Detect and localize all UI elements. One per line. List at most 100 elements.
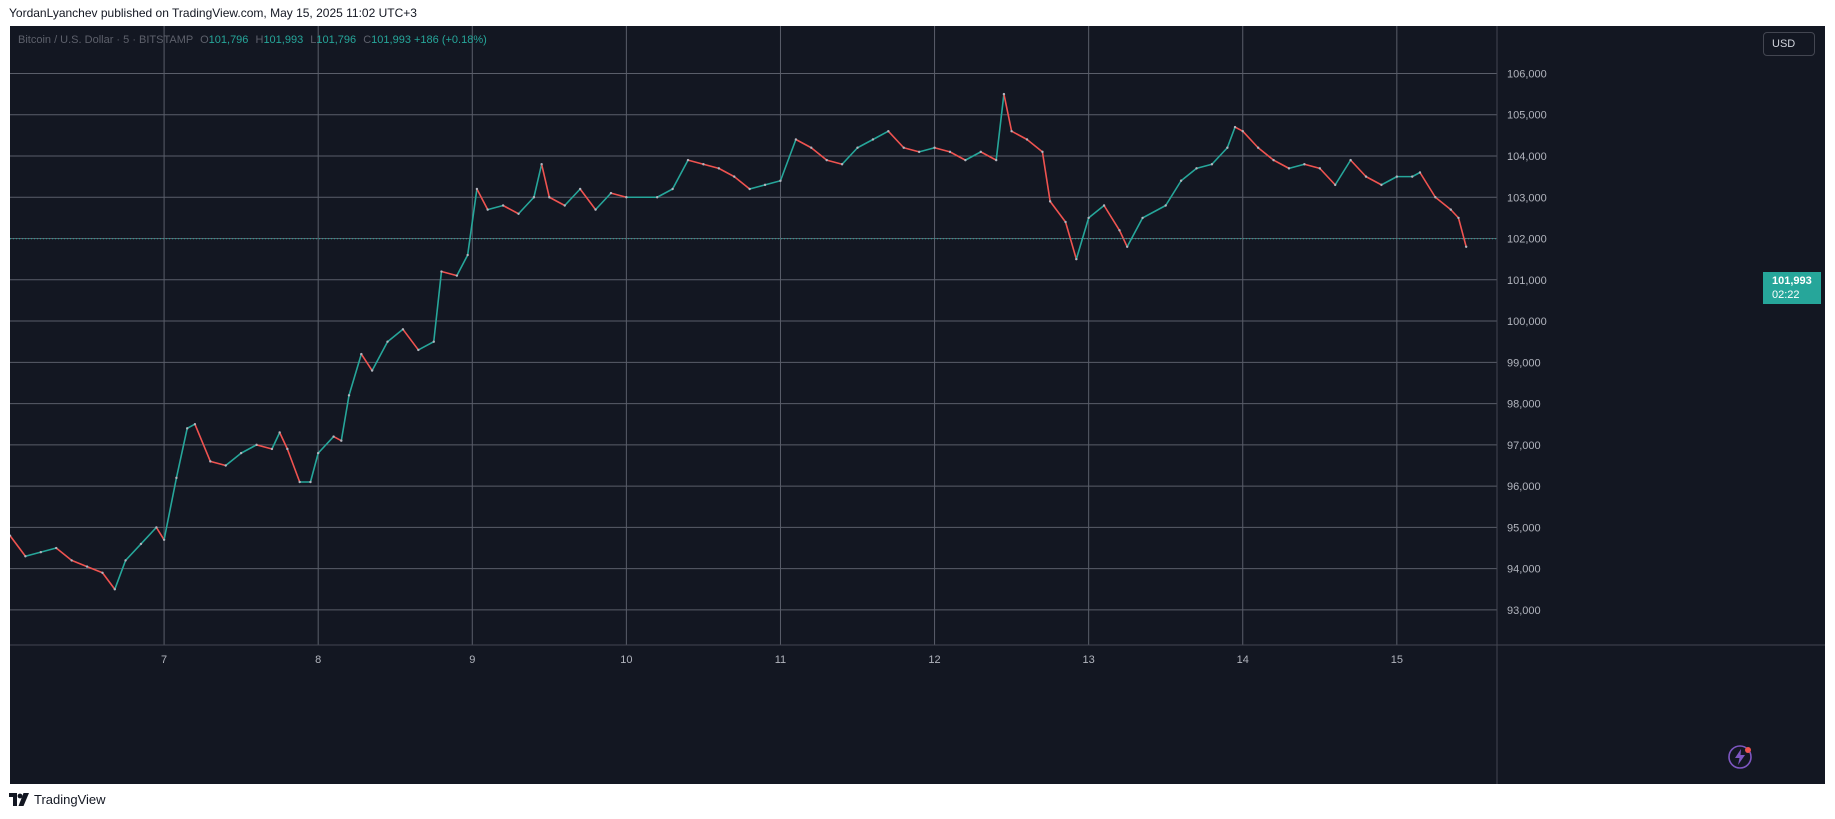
footer-brand[interactable]: TradingView bbox=[34, 792, 106, 807]
price-point bbox=[162, 538, 166, 541]
price-point bbox=[1118, 229, 1121, 232]
price-segment bbox=[579, 188, 597, 211]
y-tick-label: 98,000 bbox=[1507, 399, 1541, 411]
price-point bbox=[748, 187, 751, 191]
price-segment bbox=[1449, 208, 1460, 219]
price-segment bbox=[1303, 163, 1321, 170]
price-segment bbox=[1241, 130, 1259, 149]
legend-open-value: 101,796 bbox=[208, 34, 249, 46]
price-point bbox=[1411, 175, 1414, 178]
price-segment bbox=[101, 571, 116, 591]
price-point bbox=[224, 464, 227, 467]
price-point bbox=[578, 187, 582, 191]
price-point bbox=[124, 559, 127, 562]
tradingview-logo-icon[interactable] bbox=[9, 792, 29, 807]
price-segment bbox=[718, 167, 736, 178]
price-point bbox=[840, 163, 844, 166]
price-point bbox=[1272, 158, 1275, 162]
price-point bbox=[432, 340, 435, 343]
price-point bbox=[309, 480, 312, 484]
price-segment bbox=[417, 340, 435, 351]
price-segment bbox=[55, 547, 73, 562]
price-point bbox=[239, 451, 243, 455]
price-segment bbox=[1272, 159, 1290, 170]
price-segment bbox=[779, 138, 797, 182]
price-point bbox=[871, 138, 875, 141]
price-segment bbox=[240, 444, 258, 454]
price-point bbox=[1226, 146, 1229, 149]
price-segment bbox=[163, 477, 178, 541]
price-point bbox=[794, 138, 798, 141]
price-point bbox=[1087, 216, 1090, 220]
price-segment bbox=[540, 163, 551, 199]
price-point bbox=[1010, 130, 1013, 133]
price-point bbox=[501, 204, 505, 207]
price-point bbox=[887, 130, 890, 133]
price-point bbox=[440, 270, 443, 273]
bar-countdown: 02:22 bbox=[1772, 289, 1800, 301]
price-segment bbox=[1411, 171, 1421, 178]
price-point bbox=[193, 423, 197, 426]
y-tick-label: 96,000 bbox=[1507, 481, 1541, 493]
price-point bbox=[1287, 167, 1291, 170]
price-point bbox=[902, 146, 905, 149]
price-segment bbox=[841, 146, 859, 166]
price-segment bbox=[278, 431, 289, 450]
price-segment bbox=[224, 452, 242, 467]
price-point bbox=[1195, 167, 1198, 170]
price-point bbox=[1364, 175, 1368, 178]
lightning-bolt-icon[interactable] bbox=[1727, 744, 1753, 770]
y-tick-label: 103,000 bbox=[1507, 192, 1547, 204]
legend-change: +186 (+0.18%) bbox=[414, 34, 487, 46]
price-segment bbox=[594, 192, 612, 211]
price-segment bbox=[432, 270, 443, 343]
price-segment bbox=[563, 188, 581, 207]
price-segment bbox=[979, 151, 997, 161]
currency-button[interactable]: USD bbox=[1763, 32, 1815, 56]
price-point bbox=[270, 447, 274, 451]
price-point bbox=[810, 146, 813, 149]
price-point bbox=[609, 191, 613, 195]
price-segment bbox=[1257, 146, 1275, 161]
symbol-legend: Bitcoin / U.S. Dollar · 5 · BITSTAMP O10… bbox=[18, 34, 487, 46]
price-segment bbox=[1226, 126, 1236, 149]
price-segment bbox=[348, 353, 363, 397]
price-point bbox=[1002, 92, 1006, 96]
price-point bbox=[340, 439, 343, 442]
price-segment bbox=[1164, 179, 1182, 207]
price-segment bbox=[155, 526, 165, 541]
price-segment bbox=[671, 159, 689, 190]
price-point bbox=[763, 183, 767, 187]
price-segment bbox=[1003, 93, 1013, 133]
price-point bbox=[563, 204, 566, 207]
x-tick-label: 14 bbox=[1237, 654, 1249, 666]
price-segment bbox=[1195, 163, 1213, 170]
price-point bbox=[717, 167, 721, 170]
price-segment bbox=[24, 551, 42, 558]
price-point bbox=[1041, 150, 1044, 154]
price-segment bbox=[113, 559, 127, 591]
price-segment bbox=[656, 188, 674, 199]
price-point bbox=[113, 588, 116, 591]
price-segment bbox=[386, 328, 404, 343]
price-point bbox=[55, 546, 58, 550]
price-point bbox=[175, 476, 178, 480]
price-segment bbox=[317, 435, 335, 454]
price-point bbox=[1318, 167, 1321, 170]
price-segment bbox=[1010, 130, 1028, 141]
price-chart[interactable]: 93,000 94,000 95,000 96,000 97,000 98,000 99,0… bbox=[10, 26, 1825, 784]
price-point bbox=[1164, 204, 1167, 207]
y-tick-label: 104,000 bbox=[1507, 151, 1547, 163]
price-point bbox=[1434, 196, 1437, 199]
price-segment bbox=[949, 151, 967, 161]
price-segment bbox=[1087, 204, 1105, 219]
legend-close-label: C bbox=[363, 34, 372, 46]
legend-symbol[interactable]: Bitcoin / U.S. Dollar · 5 · BITSTAMP bbox=[18, 34, 194, 46]
price-segment bbox=[1234, 126, 1244, 133]
price-point bbox=[1241, 130, 1244, 133]
price-point bbox=[671, 187, 674, 191]
price-segment bbox=[70, 559, 88, 568]
price-segment bbox=[186, 423, 196, 430]
x-tick-label: 13 bbox=[1083, 654, 1095, 666]
chart-panel[interactable]: 93,000 94,000 95,000 96,000 97,000 98,000 99,0… bbox=[10, 26, 1825, 784]
